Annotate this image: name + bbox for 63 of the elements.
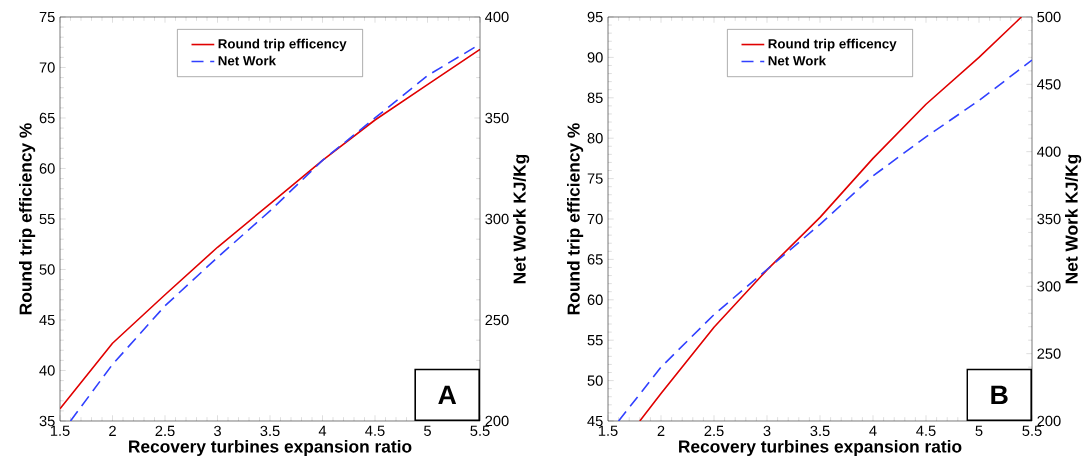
y-tick-label: 45 [587,415,603,427]
y-tick-label: 55 [39,213,55,225]
y-tick-label: 45 [39,314,55,326]
legend-label: Net Work [768,55,827,66]
y-axis-title: Round trip efficiency % [19,123,36,315]
y-tick-label: 50 [587,375,603,386]
y-tick-label: 85 [587,92,603,103]
x-tick-label: 5.5 [1022,425,1042,436]
y2-axis-title: Net Work KJ/Kg [1065,154,1082,284]
legend-label: Round trip efficency [768,38,897,52]
legend-label: Net Work [218,55,277,66]
x-tick-label: 5 [975,425,983,436]
y-tick-label: 50 [39,264,55,275]
x-tick-label: 4 [869,425,877,436]
y-tick-label: 70 [587,213,603,225]
y-tick-label: 55 [587,335,603,346]
y-tick-label: 80 [587,133,603,144]
y-tick-label: 40 [39,365,55,376]
y2-tick-label: 400 [485,11,509,23]
x-tick-label: 2 [657,425,665,436]
annotation: A [438,385,457,405]
x-axis-title: Recovery turbines expansion ratio [129,439,412,457]
y-tick-label: 70 [39,62,55,73]
y-tick-label: 65 [587,254,603,265]
y-tick-label: 65 [39,112,55,124]
x-tick-label: 2 [109,425,116,436]
y2-tick-label: 450 [1037,79,1061,90]
x-tick-label: 3 [214,425,221,437]
y-tick-label: 35 [39,415,55,427]
y-tick-label: 60 [39,163,55,174]
y2-tick-label: 300 [1037,281,1061,292]
y2-tick-label: 300 [485,213,509,225]
x-tick-label: 5 [424,425,431,436]
y-axis-title: Round trip efficiency % [567,123,584,315]
x-tick-label: 1.5 [50,425,70,436]
y2-tick-label: 200 [485,415,509,427]
y-tick-label: 75 [39,11,55,23]
y2-tick-label: 500 [1037,11,1061,23]
y-tick-label: 75 [587,173,603,184]
x-tick-label: 2.5 [704,425,724,437]
y2-tick-label: 400 [1037,146,1061,157]
x-tick-label: 1.5 [598,425,618,436]
y-tick-label: 95 [587,11,603,23]
legend-label: Round trip efficency [218,38,347,52]
y-tick-label: 90 [587,52,603,63]
y2-tick-label: 250 [1037,348,1061,359]
annotation: B [991,385,1008,405]
x-tick-label: 3.5 [260,425,280,437]
y2-tick-label: 200 [1037,415,1061,427]
x-axis-title: Recovery turbines expansion ratio [679,439,962,457]
x-tick-label: 3.5 [810,425,830,437]
line-series [639,17,1023,421]
y2-tick-label: 350 [1037,213,1061,225]
x-tick-label: 5.5 [470,425,490,436]
y2-tick-label: 350 [485,112,509,124]
x-tick-label: 4.5 [916,425,936,436]
y2-axis-title: Net Work KJ/Kg [513,154,530,284]
x-tick-label: 4.5 [365,425,385,436]
y-tick-label: 60 [587,294,603,305]
x-tick-label: 2.5 [155,425,175,437]
x-tick-label: 4 [318,425,327,436]
y2-tick-label: 250 [485,314,509,326]
x-tick-label: 3 [763,425,771,437]
